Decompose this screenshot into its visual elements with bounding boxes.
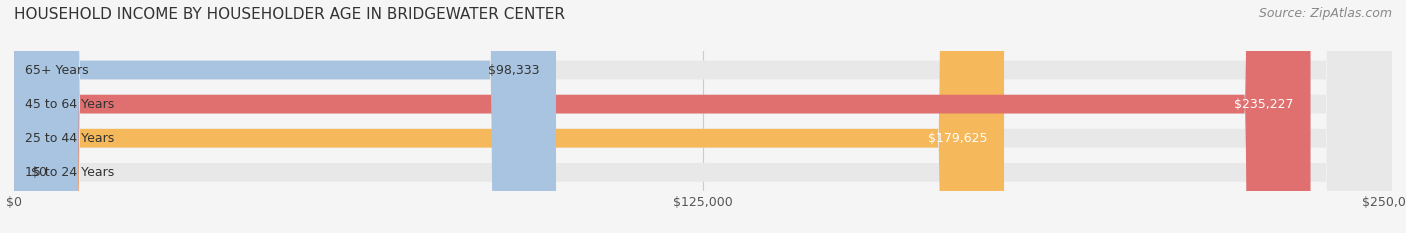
Text: HOUSEHOLD INCOME BY HOUSEHOLDER AGE IN BRIDGEWATER CENTER: HOUSEHOLD INCOME BY HOUSEHOLDER AGE IN B… [14,7,565,22]
Text: 25 to 44 Years: 25 to 44 Years [25,132,114,145]
Text: $235,227: $235,227 [1234,98,1294,111]
FancyBboxPatch shape [14,0,1392,233]
Text: 65+ Years: 65+ Years [25,64,89,76]
Text: $179,625: $179,625 [928,132,987,145]
FancyBboxPatch shape [14,0,1392,233]
FancyBboxPatch shape [14,0,1392,233]
Text: $98,333: $98,333 [488,64,540,76]
Text: $0: $0 [31,166,46,179]
FancyBboxPatch shape [14,0,1392,233]
Text: 45 to 64 Years: 45 to 64 Years [25,98,114,111]
FancyBboxPatch shape [14,0,1310,233]
FancyBboxPatch shape [14,0,555,233]
FancyBboxPatch shape [14,0,1004,233]
Text: 15 to 24 Years: 15 to 24 Years [25,166,114,179]
Text: Source: ZipAtlas.com: Source: ZipAtlas.com [1258,7,1392,20]
